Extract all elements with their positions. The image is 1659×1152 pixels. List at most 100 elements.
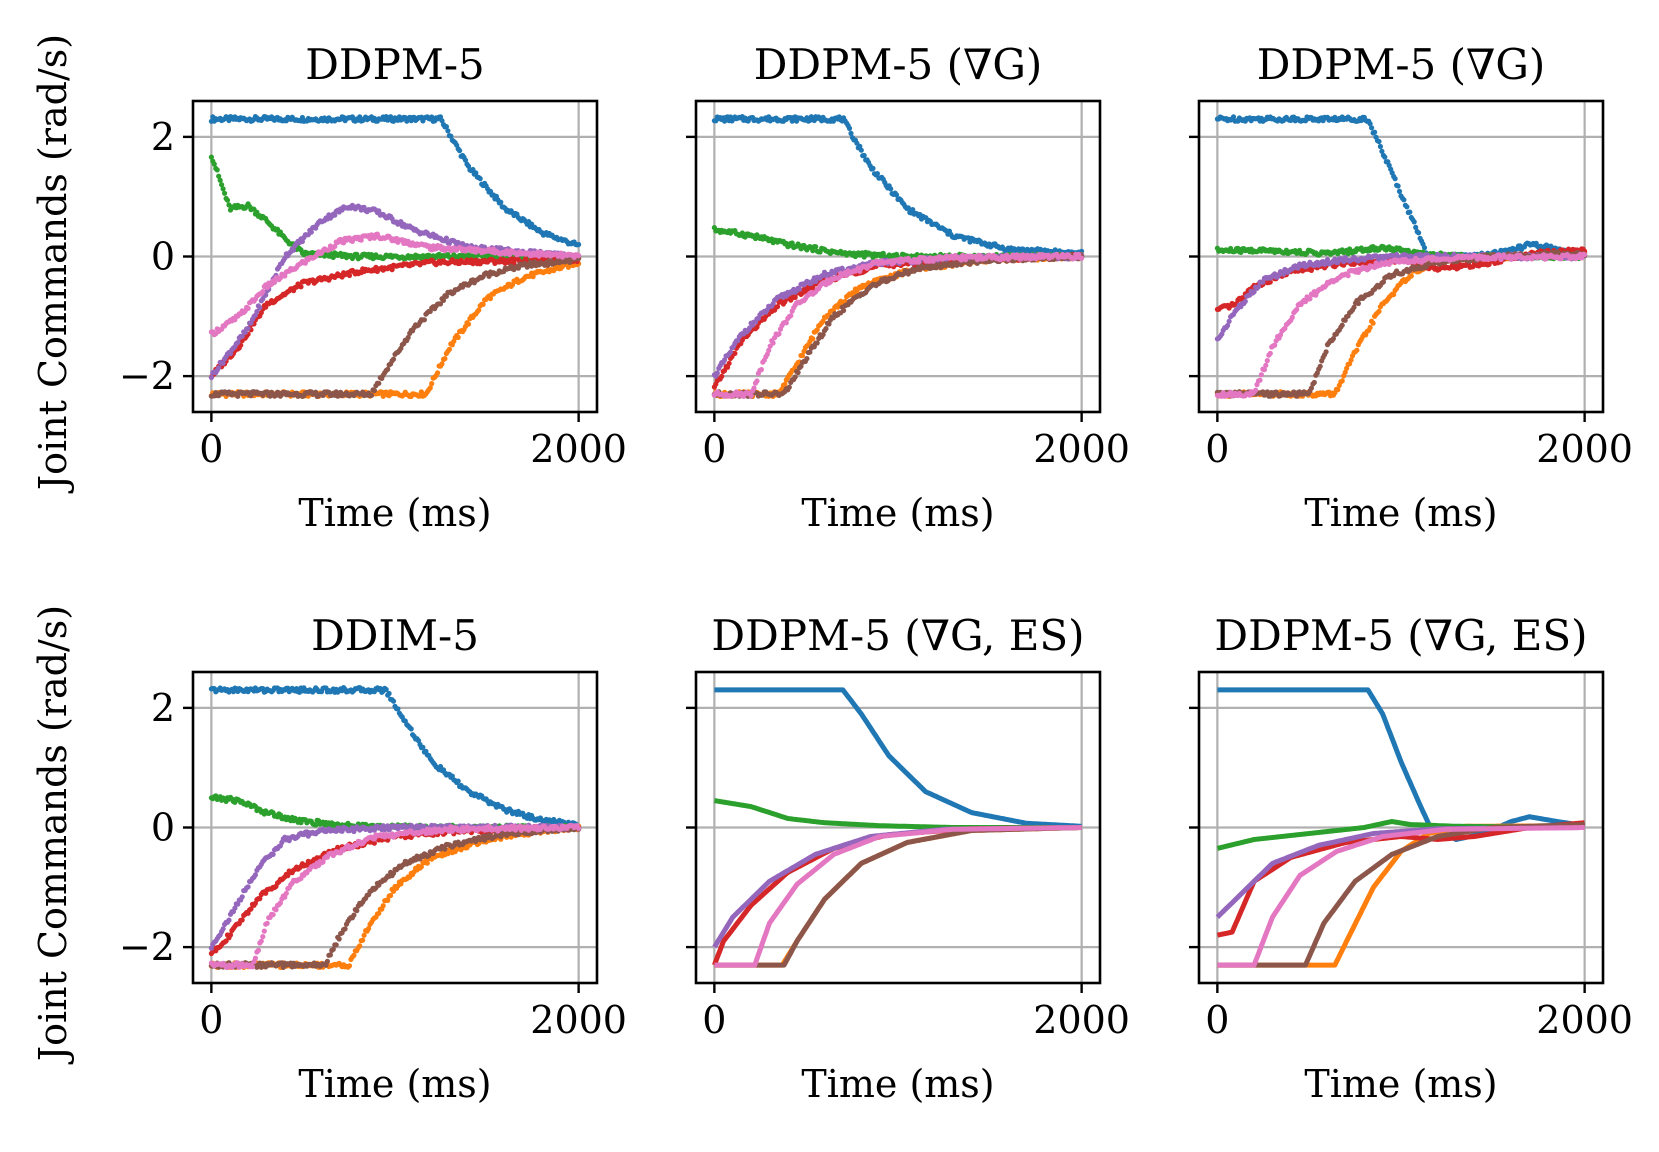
data-point-blue — [1396, 188, 1403, 194]
data-point-orange — [446, 346, 452, 352]
data-point-blue — [445, 128, 451, 134]
series-brown — [208, 254, 582, 399]
data-point-purple — [443, 235, 449, 241]
data-point-blue — [1416, 230, 1422, 236]
data-point-brown — [385, 366, 391, 372]
data-point-brown — [1323, 349, 1329, 355]
data-point-blue — [1404, 204, 1410, 210]
panel-title: DDPM-5 — [305, 40, 485, 89]
data-point-blue — [1392, 176, 1398, 182]
data-point-blue — [861, 152, 867, 159]
data-point-orange — [418, 389, 424, 395]
data-point-brown — [786, 384, 792, 390]
data-point-blue — [870, 165, 876, 171]
data-point-green — [330, 254, 336, 260]
data-point-purple — [1255, 284, 1262, 290]
data-point-green — [222, 190, 228, 196]
data-point-orange — [1354, 347, 1360, 353]
data-point-pink — [916, 259, 922, 265]
data-point-orange — [480, 301, 486, 307]
data-point-brown — [437, 301, 444, 307]
data-point-brown — [814, 340, 820, 346]
xlabel: Time (ms) — [801, 491, 994, 535]
data-point-blue — [470, 166, 476, 173]
data-point-purple — [216, 365, 222, 371]
data-point-brown — [235, 393, 241, 399]
series-pink — [208, 231, 582, 338]
data-point-brown — [371, 387, 377, 394]
data-point-blue — [1369, 125, 1375, 131]
data-point-purple — [257, 305, 263, 311]
data-point-orange — [1376, 308, 1382, 314]
data-point-red — [732, 350, 738, 356]
data-point-blue — [1372, 129, 1378, 135]
data-point-pink — [576, 253, 582, 259]
data-point-pink — [758, 367, 764, 373]
data-point-pink — [770, 340, 776, 346]
data-point-blue — [874, 171, 880, 177]
data-point-brown — [443, 293, 449, 299]
data-point-orange — [1339, 378, 1345, 384]
data-point-green — [217, 177, 223, 183]
series-red — [208, 255, 582, 380]
data-point-green — [813, 244, 819, 250]
data-point-blue — [1401, 197, 1407, 203]
data-point-purple — [299, 238, 305, 245]
data-point-brown — [545, 262, 551, 268]
data-point-red — [298, 284, 304, 290]
data-point-pink — [788, 313, 794, 319]
data-point-purple — [376, 208, 382, 214]
data-point-blue — [1411, 219, 1417, 225]
data-point-purple — [797, 286, 803, 292]
ytick-label-2: 2 — [151, 115, 175, 159]
data-point-brown — [1317, 363, 1323, 369]
data-point-green — [214, 167, 220, 173]
data-point-purple — [714, 370, 720, 376]
data-point-pink — [754, 378, 760, 384]
data-point-pink — [748, 393, 754, 399]
data-point-green — [208, 154, 214, 160]
data-point-red — [263, 304, 269, 310]
data-point-green — [219, 182, 225, 188]
data-point-purple — [245, 325, 251, 332]
data-point-brown — [440, 297, 447, 303]
ylabel-row-1: Joint Commands (rad/s) — [31, 34, 75, 494]
data-point-brown — [792, 374, 798, 380]
data-point-brown — [368, 392, 375, 398]
data-point-orange — [439, 361, 445, 367]
data-point-brown — [795, 369, 801, 376]
data-point-blue — [1407, 209, 1413, 215]
data-point-blue — [1376, 138, 1382, 145]
data-point-orange — [476, 307, 482, 313]
data-point-green — [254, 209, 260, 215]
data-point-brown — [1339, 322, 1345, 328]
data-point-orange — [1408, 273, 1414, 279]
data-point-pink — [260, 289, 266, 295]
data-point-brown — [390, 356, 397, 362]
data-point-blue — [1377, 143, 1383, 150]
data-point-red — [389, 267, 395, 273]
data-point-purple — [308, 229, 314, 235]
data-point-blue — [473, 170, 479, 176]
data-point-pink — [271, 279, 278, 285]
data-point-purple — [1226, 318, 1232, 324]
data-point-purple — [254, 308, 260, 315]
data-point-green — [211, 161, 217, 167]
data-point-blue — [576, 241, 582, 248]
data-point-blue — [477, 176, 483, 182]
xlabel: Time (ms) — [298, 491, 491, 535]
data-point-orange — [455, 334, 461, 340]
data-point-purple — [291, 247, 297, 253]
data-point-blue — [439, 118, 445, 124]
ytick-label-0: −2 — [119, 354, 175, 398]
data-point-green — [224, 197, 231, 203]
data-point-orange — [1367, 324, 1373, 331]
data-point-brown — [1311, 379, 1317, 386]
data-point-blue — [462, 157, 469, 163]
data-point-blue — [888, 186, 894, 192]
ylabel-row-2: Joint Commands (rad/s) — [31, 605, 75, 1065]
data-point-orange — [487, 295, 494, 302]
xtick-label-1: 2000 — [530, 427, 627, 471]
